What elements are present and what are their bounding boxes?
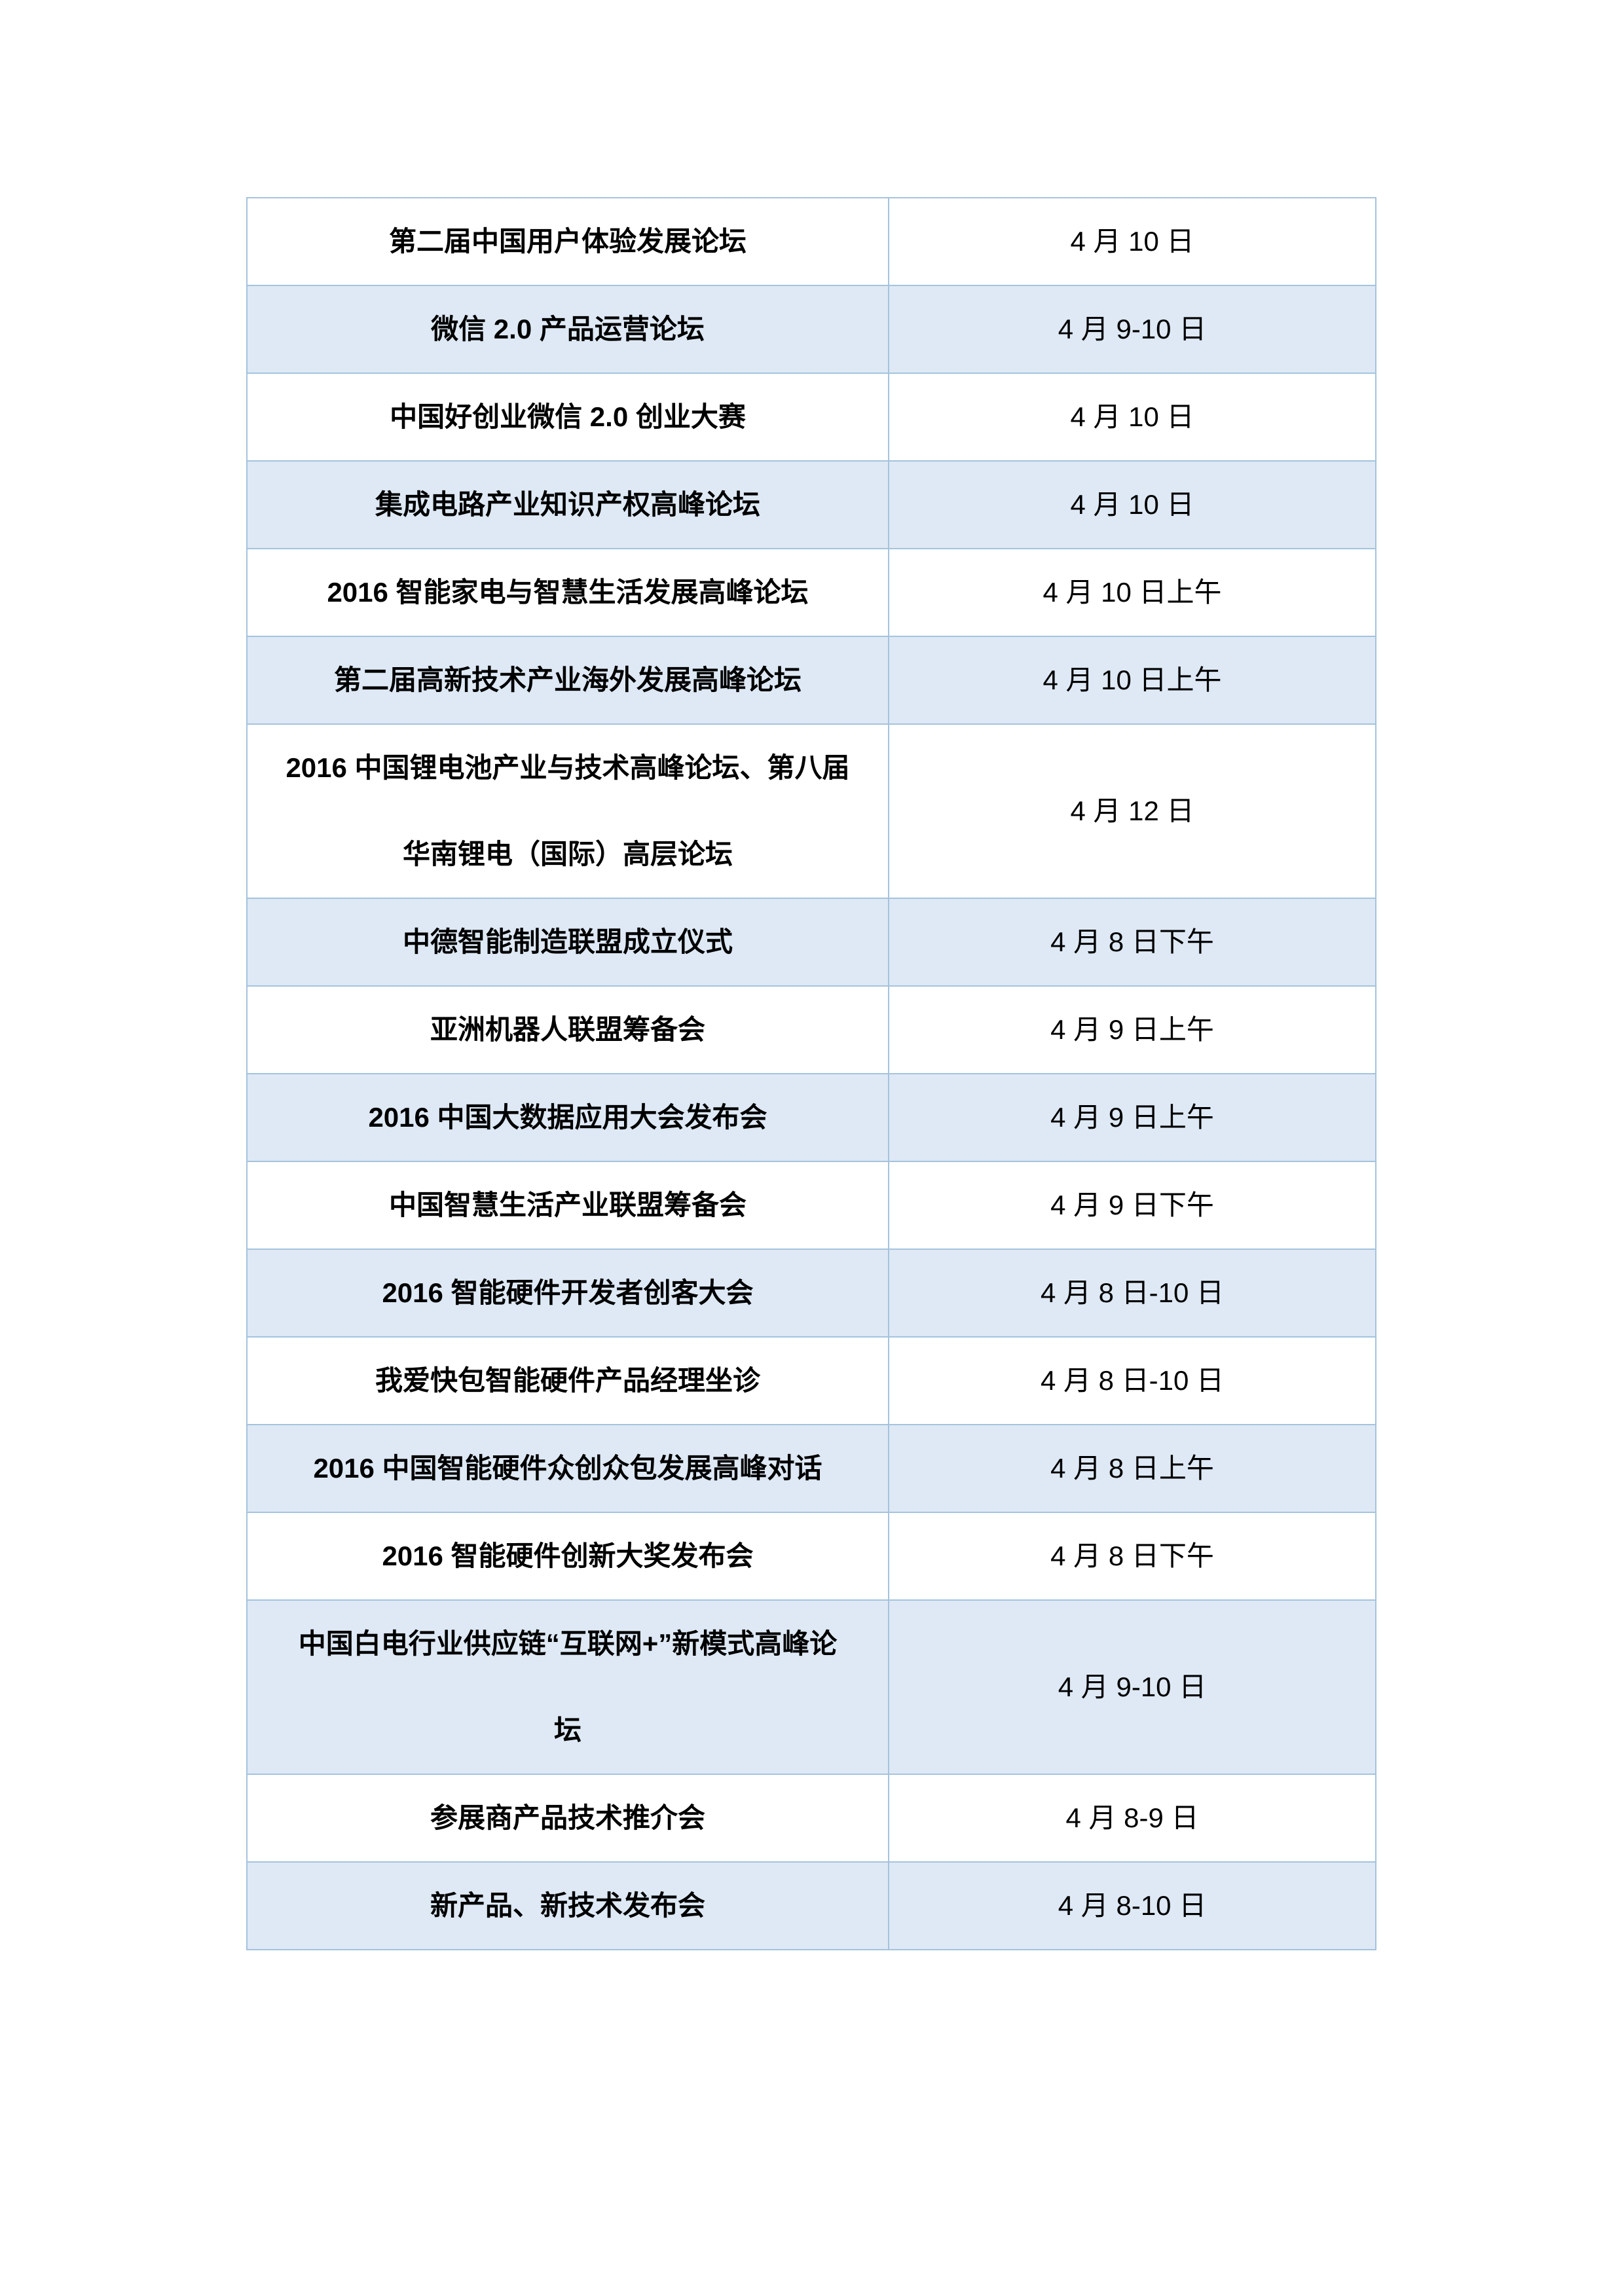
event-date-cell: 4 月 10 日上午: [888, 636, 1376, 725]
event-name-cell: 中国白电行业供应链“互联网+”新模式高峰论 坛: [246, 1599, 889, 1775]
table-row: 中国智慧生活产业联盟筹备会 4 月 9 日下午: [246, 1161, 1376, 1250]
event-name-cell: 第二届高新技术产业海外发展高峰论坛: [246, 636, 889, 725]
event-date-cell: 4 月 10 日: [888, 373, 1376, 462]
event-date-cell: 4 月 8 日下午: [888, 898, 1376, 987]
event-date-cell: 4 月 12 日: [888, 723, 1376, 899]
table-row: 参展商产品技术推介会 4 月 8-9 日: [246, 1774, 1376, 1863]
event-date-cell: 4 月 10 日上午: [888, 548, 1376, 637]
event-name-cell: 参展商产品技术推介会: [246, 1774, 889, 1863]
event-name-cell: 2016 中国大数据应用大会发布会: [246, 1073, 889, 1162]
event-date-cell: 4 月 8-10 日: [888, 1861, 1376, 1950]
event-date-cell: 4 月 8-9 日: [888, 1774, 1376, 1863]
event-date-cell: 4 月 9 日上午: [888, 1073, 1376, 1162]
event-date-cell: 4 月 8 日-10 日: [888, 1248, 1376, 1338]
table-row: 中国好创业微信 2.0 创业大赛 4 月 10 日: [246, 373, 1376, 462]
table-row: 第二届高新技术产业海外发展高峰论坛 4 月 10 日上午: [246, 636, 1376, 725]
event-date-cell: 4 月 8 日上午: [888, 1424, 1376, 1513]
table-row: 2016 智能家电与智慧生活发展高峰论坛 4 月 10 日上午: [246, 548, 1376, 637]
table-row: 2016 中国锂电池产业与技术高峰论坛、第八届 华南锂电（国际）高层论坛 4 月 …: [246, 723, 1376, 899]
event-name-cell: 微信 2.0 产品运营论坛: [246, 285, 889, 374]
table-row: 微信 2.0 产品运营论坛 4 月 9-10 日: [246, 285, 1376, 374]
event-date-cell: 4 月 10 日: [888, 197, 1376, 286]
event-name-cell: 2016 智能硬件创新大奖发布会: [246, 1512, 889, 1601]
event-name-cell: 2016 中国智能硬件众创众包发展高峰对话: [246, 1424, 889, 1513]
table-row: 2016 中国大数据应用大会发布会 4 月 9 日上午: [246, 1073, 1376, 1162]
table-row: 集成电路产业知识产权高峰论坛 4 月 10 日: [246, 460, 1376, 549]
event-date-cell: 4 月 10 日: [888, 460, 1376, 549]
event-date-cell: 4 月 8 日下午: [888, 1512, 1376, 1601]
event-date-cell: 4 月 9-10 日: [888, 1599, 1376, 1775]
event-name-cell: 中德智能制造联盟成立仪式: [246, 898, 889, 987]
table-row: 新产品、新技术发布会 4 月 8-10 日: [246, 1861, 1376, 1950]
event-name-cell: 中国好创业微信 2.0 创业大赛: [246, 373, 889, 462]
schedule-table-body: 第二届中国用户体验发展论坛 4 月 10 日微信 2.0 产品运营论坛 4 月 9-…: [246, 197, 1376, 1950]
event-name-cell: 我爱快包智能硬件产品经理坐诊: [246, 1336, 889, 1425]
event-schedule-table: 第二届中国用户体验发展论坛 4 月 10 日微信 2.0 产品运营论坛 4 月 9-…: [246, 197, 1376, 1950]
event-date-cell: 4 月 9-10 日: [888, 285, 1376, 374]
event-name-cell: 2016 中国锂电池产业与技术高峰论坛、第八届 华南锂电（国际）高层论坛: [246, 723, 889, 899]
event-date-cell: 4 月 9 日上午: [888, 985, 1376, 1074]
table-row: 第二届中国用户体验发展论坛 4 月 10 日: [246, 197, 1376, 286]
event-name-cell: 2016 智能硬件开发者创客大会: [246, 1248, 889, 1338]
event-name-cell: 集成电路产业知识产权高峰论坛: [246, 460, 889, 549]
event-name-cell: 第二届中国用户体验发展论坛: [246, 197, 889, 286]
table-row: 中德智能制造联盟成立仪式 4 月 8 日下午: [246, 898, 1376, 987]
table-row: 2016 智能硬件创新大奖发布会 4 月 8 日下午: [246, 1512, 1376, 1601]
event-date-cell: 4 月 8 日-10 日: [888, 1336, 1376, 1425]
table-row: 亚洲机器人联盟筹备会 4 月 9 日上午: [246, 985, 1376, 1074]
table-row: 2016 智能硬件开发者创客大会 4 月 8 日-10 日: [246, 1248, 1376, 1338]
event-name-cell: 新产品、新技术发布会: [246, 1861, 889, 1950]
event-date-cell: 4 月 9 日下午: [888, 1161, 1376, 1250]
event-name-cell: 2016 智能家电与智慧生活发展高峰论坛: [246, 548, 889, 637]
table-row: 2016 中国智能硬件众创众包发展高峰对话 4 月 8 日上午: [246, 1424, 1376, 1513]
event-name-cell: 亚洲机器人联盟筹备会: [246, 985, 889, 1074]
event-name-cell: 中国智慧生活产业联盟筹备会: [246, 1161, 889, 1250]
table-row: 我爱快包智能硬件产品经理坐诊 4 月 8 日-10 日: [246, 1336, 1376, 1425]
